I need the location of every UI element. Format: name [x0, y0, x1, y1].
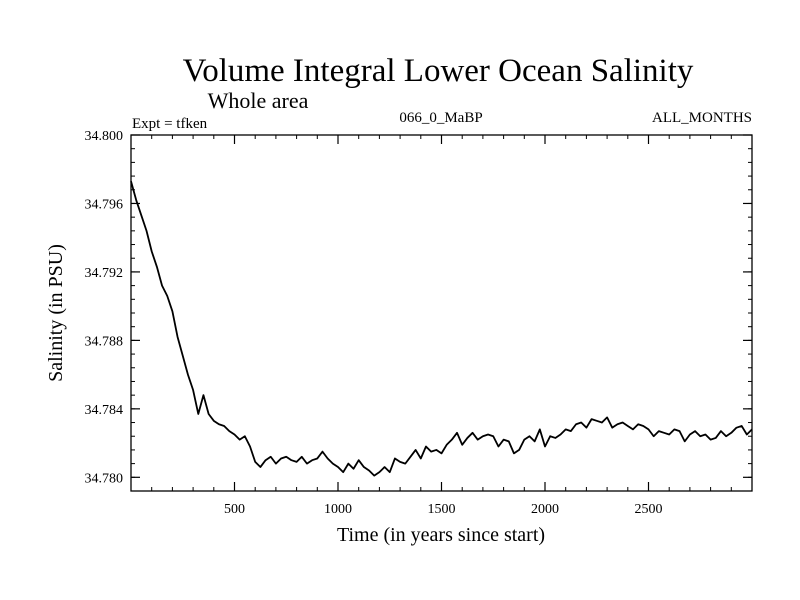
y-tick-label: 34.796: [85, 197, 124, 212]
data-series: [130, 180, 753, 477]
y-tick-label: 34.792: [85, 266, 124, 281]
x-tick-label: 2000: [531, 502, 559, 517]
y-tick-label: 34.800: [85, 129, 124, 144]
plot-frame: [130, 134, 753, 492]
x-axis-label: Time (in years since start): [337, 524, 545, 546]
chart-subtitle: Whole area: [208, 88, 309, 113]
experiment-label: Expt = tfken: [132, 116, 208, 132]
x-tick-label: 1500: [428, 502, 456, 517]
x-tick-label: 1000: [324, 502, 352, 517]
x-tick-label: 2500: [635, 502, 663, 517]
y-tick-label: 34.784: [85, 403, 124, 418]
x-axis-ticks: 500 1000 1500 2000 2500: [151, 135, 732, 517]
run-id-label: 066_0_MaBP: [399, 110, 482, 126]
y-axis-ticks: 34.780 34.784 34.788 34.792 34.796 34.800: [85, 129, 752, 486]
y-tick-label: 34.780: [85, 471, 124, 486]
months-label: ALL_MONTHS: [652, 110, 752, 126]
y-tick-label: 34.788: [85, 334, 124, 349]
x-tick-label: 500: [224, 502, 245, 517]
y-axis-label: Salinity (in PSU): [45, 244, 67, 382]
chart-title: Volume Integral Lower Ocean Salinity: [183, 53, 694, 89]
salinity-line: [130, 180, 753, 477]
